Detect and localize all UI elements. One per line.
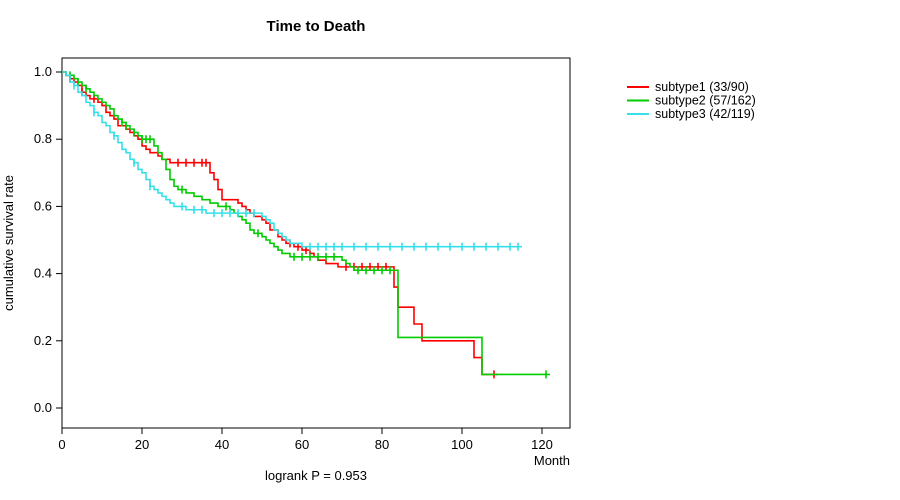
legend-label-subtype2: subtype2 (57/162) — [655, 94, 756, 108]
plot-area: 0 20 40 60 80 100 120 0.0 0.2 0.4 0.6 0.8 1.0 — [34, 57, 571, 452]
x-tick-label: 0 — [58, 437, 65, 452]
y-tick-label: 0.0 — [34, 400, 52, 415]
logrank-footnote: logrank P = 0.953 — [265, 468, 367, 483]
x-tick-label: 100 — [451, 437, 473, 452]
y-tick-label: 0.4 — [34, 266, 52, 281]
x-tick-label: 120 — [531, 437, 553, 452]
legend: subtype1 (33/90)subtype2 (57/162)subtype… — [627, 80, 756, 121]
y-tick-label: 0.2 — [34, 333, 52, 348]
x-tick-label: 80 — [375, 437, 389, 452]
chart-title: Time to Death — [267, 18, 366, 35]
y-tick-label: 1.0 — [34, 64, 52, 79]
series-line-subtype3 — [62, 71, 522, 248]
plot-box — [61, 57, 571, 429]
y-tick-label: 0.8 — [34, 131, 52, 146]
legend-label-subtype3: subtype3 (42/119) — [655, 107, 755, 121]
y-tick-label: 0.6 — [34, 198, 52, 213]
y-axis-title: cumulative survival rate — [1, 175, 16, 311]
legend-label-subtype1: subtype1 (33/90) — [655, 80, 749, 94]
series-line-subtype1 — [62, 71, 498, 376]
x-axis-title: Month — [534, 453, 570, 468]
series-line-subtype2 — [62, 71, 550, 376]
x-tick-label: 20 — [135, 437, 149, 452]
x-tick-label: 40 — [215, 437, 229, 452]
x-tick-label: 60 — [295, 437, 309, 452]
